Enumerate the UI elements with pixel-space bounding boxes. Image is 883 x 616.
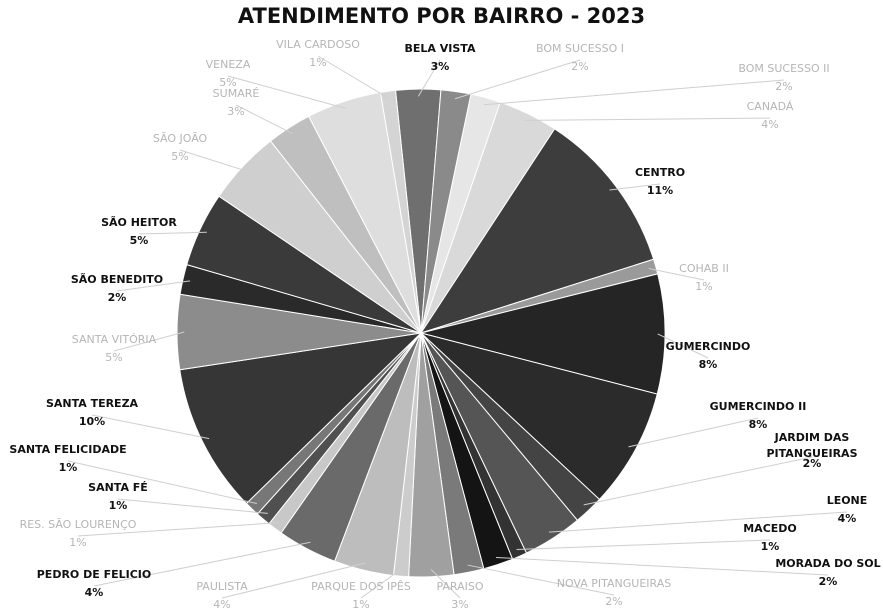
- slice-label-paulista: PAULISTA: [196, 580, 248, 593]
- slice-label-centro: CENTRO: [635, 166, 685, 179]
- slice-label-sumare: SUMARÉ: [213, 87, 260, 100]
- leader-line-bela-vista: [417, 59, 441, 97]
- slice-value-gumercindo: 8%: [699, 358, 718, 371]
- leader-line-leone: [548, 511, 848, 533]
- slice-value-vila-cardoso: 1%: [309, 56, 326, 69]
- slice-label-parque-dos-ipes: PARQUE DOS IPÊS: [311, 580, 411, 593]
- slice-value-pedro-de-felicio: 4%: [85, 586, 104, 599]
- chart-title: ATENDIMENTO POR BAIRRO - 2023: [237, 4, 646, 28]
- slice-value-centro: 11%: [647, 184, 673, 197]
- leader-line-gumercindo-ii: [628, 417, 759, 448]
- slice-label-santa-fe: SANTA FÉ: [88, 481, 148, 494]
- leader-line-veneza: [227, 75, 347, 110]
- leader-line-bom-sucesso-ii: [483, 79, 785, 106]
- slice-label-gumercindo-ii: GUMERCINDO II: [710, 400, 807, 413]
- slice-label-santa-felicidade: SANTA FELICIDADE: [9, 443, 126, 456]
- pie-slice-gumercindo-ii: [420, 332, 658, 501]
- slice-value-parque-dos-ipes: 1%: [352, 598, 369, 611]
- leader-line-jardim-das-pitangueiras: [583, 456, 813, 506]
- slice-label-vila-cardoso: VILA CARDOSO: [276, 38, 360, 51]
- leader-line-santa-tereza: [91, 414, 210, 440]
- slice-value-macedo: 1%: [761, 540, 780, 553]
- slice-value-santa-vitoria: 5%: [105, 351, 122, 364]
- leader-line-macedo: [516, 539, 771, 551]
- slice-label-bom-sucesso-i: BOM SUCESSO I: [536, 42, 624, 55]
- slice-value-nova-pitangueiras: 2%: [605, 595, 622, 608]
- slice-value-paraiso: 3%: [451, 598, 468, 611]
- leader-line-bom-sucesso-i: [454, 59, 581, 100]
- slice-value-santa-fe: 1%: [109, 499, 128, 512]
- slice-value-sao-heitor: 5%: [130, 234, 149, 247]
- slice-value-cohab-ii: 1%: [695, 280, 712, 293]
- leader-line-gumercindo: [657, 333, 709, 359]
- slice-label-canada: CANADÁ: [747, 100, 794, 113]
- slice-label-gumercindo: GUMERCINDO: [666, 340, 751, 353]
- slice-label-morada-do-sol: MORADA DO SOL: [775, 557, 880, 570]
- slice-labels: BELA VISTA 3% BOM SUCESSO I 2% BOM SUCESSO I…: [9, 38, 880, 611]
- slice-value-sao-benedito: 2%: [108, 291, 127, 304]
- slice-value-jardim-das-pitangueiras: 2%: [803, 457, 822, 470]
- leader-lines: [67, 55, 848, 599]
- slice-value-bom-sucesso-i: 2%: [571, 60, 588, 73]
- slice-label-leone: LEONE: [827, 494, 868, 507]
- leader-line-santa-vitoria: [113, 331, 185, 352]
- leader-line-vila-cardoso: [317, 55, 390, 99]
- slice-value-paulista: 4%: [213, 598, 230, 611]
- leader-line-paulista: [221, 562, 366, 599]
- pie-slice-centro: [419, 128, 655, 334]
- leader-line-pedro-de-felicio: [93, 541, 311, 587]
- slice-label-cohab-ii: COHAB II: [679, 262, 729, 275]
- leader-line-santa-fe: [117, 498, 268, 514]
- slice-value-bela-vista: 3%: [431, 60, 450, 73]
- leader-line-canada: [525, 117, 771, 121]
- leader-line-sumare: [235, 104, 294, 135]
- slice-value-veneza: 5%: [219, 76, 236, 89]
- slice-label-sao-joao: SÃO JOÃO: [153, 132, 208, 145]
- slice-value-leone: 4%: [838, 512, 857, 525]
- slice-label-macedo: MACEDO: [743, 522, 797, 535]
- slice-value-res-sao-lourenco: 1%: [69, 536, 86, 549]
- leader-line-sao-benedito: [116, 280, 191, 292]
- pie-slices: [176, 88, 666, 578]
- slice-value-sumare: 3%: [227, 105, 244, 118]
- slice-value-gumercindo-ii: 8%: [749, 418, 768, 431]
- slice-label-paraiso: PARAISO: [436, 580, 483, 593]
- pie-slice-gumercindo: [420, 273, 666, 395]
- slice-label-bela-vista: BELA VISTA: [405, 42, 476, 55]
- leader-line-santa-felicidade: [67, 460, 257, 505]
- leader-line-sao-joao: [179, 149, 249, 173]
- slice-label-nova-pitangueiras: NOVA PITANGUEIRAS: [557, 577, 672, 590]
- slice-value-morada-do-sol: 2%: [819, 575, 838, 588]
- pie-slice-vila-cardoso: [379, 89, 422, 334]
- slice-value-bom-sucesso-ii: 2%: [775, 80, 792, 93]
- leader-line-centro: [609, 183, 661, 191]
- slice-value-santa-felicidade: 1%: [59, 461, 78, 474]
- slice-label-bom-sucesso-ii: BOM SUCESSO II: [738, 62, 829, 75]
- slice-label-veneza: VENEZA: [206, 58, 251, 71]
- slice-label-pedro-de-felicio: PEDRO DE FELICIO: [37, 568, 151, 581]
- slice-label-jardim-das-pitangueiras: JARDIM DAS PITANGUEIRAS: [767, 431, 858, 460]
- leader-line-sao-heitor: [138, 231, 207, 235]
- slice-value-santa-tereza: 10%: [79, 415, 105, 428]
- leader-line-res-sao-lourenco: [77, 522, 280, 537]
- slice-label-sao-heitor: SÃO HEITOR: [101, 216, 177, 229]
- slice-label-santa-tereza: SANTA TEREZA: [46, 397, 139, 410]
- slice-label-santa-vitoria: SANTA VITÓRIA: [72, 333, 157, 346]
- leader-line-parque-dos-ipes: [360, 568, 402, 599]
- leader-line-paraiso: [430, 569, 461, 599]
- slice-label-sao-benedito: SÃO BENEDITO: [71, 273, 163, 286]
- pie-slice-santa-tereza: [179, 332, 423, 505]
- slice-value-canada: 4%: [761, 118, 778, 131]
- leader-line-nova-pitangueiras: [467, 564, 615, 596]
- slice-value-sao-joao: 5%: [171, 150, 188, 163]
- slice-label-res-sao-lourenco: RES. SÃO LOURENÇO: [20, 518, 137, 531]
- leader-line-cohab-ii: [648, 268, 705, 281]
- leader-line-morada-do-sol: [495, 556, 829, 576]
